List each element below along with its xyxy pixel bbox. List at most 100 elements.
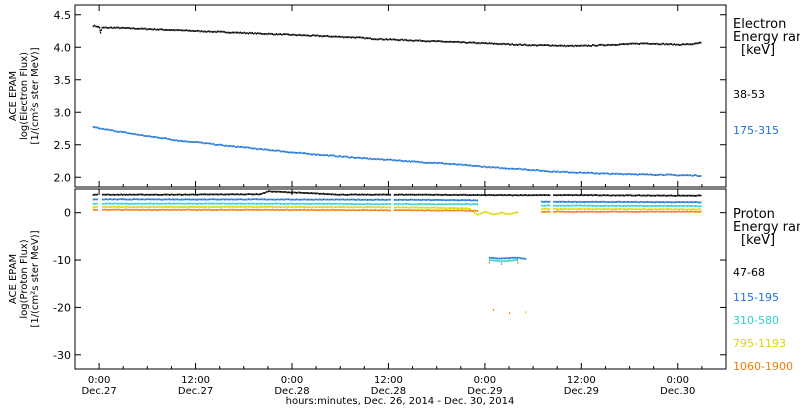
- data-point: [693, 42, 696, 45]
- data-point: [464, 209, 466, 212]
- data-point: [438, 40, 440, 42]
- data-point: [454, 163, 456, 165]
- data-point: [573, 45, 575, 48]
- data-point: [262, 148, 264, 151]
- data-point: [458, 163, 460, 166]
- data-point: [393, 209, 396, 212]
- data-point: [644, 201, 646, 204]
- data-point: [613, 44, 615, 46]
- data-point: [292, 205, 294, 208]
- data-point: [292, 191, 294, 194]
- data-point: [320, 198, 322, 201]
- data-point: [317, 34, 319, 37]
- data-point: [511, 43, 513, 45]
- data-point: [334, 206, 337, 209]
- data-point: [593, 194, 595, 196]
- data-point: [155, 202, 157, 205]
- data-point: [579, 207, 582, 210]
- data-point: [447, 40, 449, 43]
- data-point: [621, 173, 623, 175]
- data-point: [222, 193, 224, 196]
- data-point: [459, 199, 461, 202]
- data-point: [140, 193, 142, 196]
- data-point: [589, 204, 591, 207]
- data-point: [526, 194, 528, 197]
- data-point: [629, 208, 631, 211]
- data-point: [427, 162, 429, 164]
- data-point: [246, 32, 248, 34]
- data-point: [226, 198, 228, 201]
- data-point: [373, 193, 375, 196]
- data-point: [677, 205, 679, 208]
- data-point: [586, 171, 588, 174]
- data-point: [464, 163, 466, 166]
- data-point: [238, 193, 240, 196]
- data-point: [156, 198, 159, 201]
- data-point: [686, 210, 689, 213]
- data-point: [676, 210, 678, 213]
- data-point: [148, 28, 150, 30]
- data-point: [482, 194, 484, 196]
- data-point: [312, 198, 314, 201]
- data-point: [346, 198, 349, 201]
- data-point: [472, 194, 475, 196]
- data-point: [166, 137, 168, 140]
- data-point: [600, 43, 602, 46]
- data-point: [290, 206, 292, 209]
- data-point: [136, 208, 139, 211]
- data-point: [166, 208, 168, 211]
- data-point: [656, 42, 658, 45]
- data-point: [460, 209, 462, 212]
- data-point: [318, 154, 320, 156]
- data-point: [310, 203, 312, 205]
- data-point: [174, 202, 176, 205]
- data-point: [693, 208, 695, 211]
- data-point: [350, 198, 353, 201]
- data-point: [128, 202, 130, 205]
- data-point: [682, 208, 685, 211]
- data-point: [381, 193, 383, 196]
- data-point: [401, 193, 404, 196]
- data-point: [301, 152, 303, 155]
- data-point: [416, 203, 418, 206]
- data-point: [484, 42, 487, 45]
- data-point: [689, 205, 691, 207]
- data-point: [630, 42, 633, 45]
- data-point: [650, 210, 653, 213]
- data-point: [455, 199, 457, 202]
- data-point: [427, 193, 429, 196]
- data-point: [571, 201, 574, 204]
- data-point: [525, 194, 527, 196]
- data-point: [179, 193, 181, 196]
- data-point: [604, 44, 606, 47]
- data-point: [333, 198, 335, 201]
- data-point: [314, 34, 316, 37]
- data-point: [408, 160, 410, 162]
- data-point: [190, 198, 192, 201]
- data-point: [653, 42, 655, 45]
- data-point: [650, 205, 653, 207]
- data-point: [582, 171, 584, 174]
- data-point: [380, 206, 382, 209]
- data-point: [515, 257, 517, 259]
- data-point: [456, 209, 458, 212]
- data-point: [439, 193, 441, 196]
- data-point: [688, 174, 690, 177]
- data-point: [289, 198, 291, 201]
- data-point: [290, 209, 292, 212]
- data-point: [182, 29, 184, 32]
- data-point: [361, 193, 363, 196]
- data-point: [478, 193, 480, 196]
- data-point: [569, 210, 571, 213]
- data-point: [547, 210, 550, 213]
- data-point: [342, 206, 345, 209]
- data-point: [151, 198, 153, 201]
- data-point: [282, 150, 284, 153]
- data-point: [586, 45, 588, 47]
- data-point: [202, 202, 204, 205]
- data-point: [479, 212, 481, 215]
- data-point: [400, 159, 402, 162]
- data-point: [423, 206, 425, 209]
- data-point: [594, 208, 596, 211]
- data-point: [104, 208, 106, 211]
